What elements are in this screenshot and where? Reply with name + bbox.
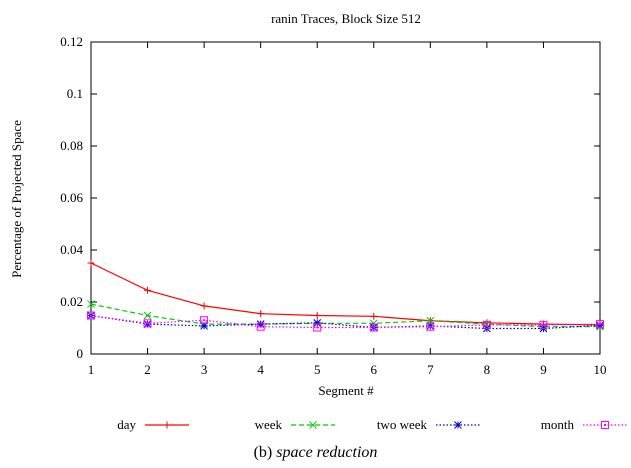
marker-stroke [426, 322, 435, 331]
legend: day week two week month [117, 417, 627, 432]
marker-stroke [604, 424, 606, 426]
data-point-week [87, 300, 95, 308]
plot-border [90, 41, 601, 355]
x-tick-label: 5 [314, 362, 321, 377]
marker-stroke [146, 322, 149, 325]
series-line-month [90, 314, 601, 329]
marker-stroke [485, 323, 488, 326]
data-point-month [143, 319, 152, 328]
data-point-month [369, 323, 378, 332]
marker-stroke [429, 325, 432, 328]
data-point-day [200, 302, 208, 310]
data-point-month [482, 320, 491, 329]
y-tick-label: 0.06 [60, 190, 83, 205]
figure-caption: (b) space reduction [0, 444, 631, 462]
data-point-day [257, 310, 265, 318]
y-tick-label: 0 [77, 346, 84, 361]
x-tick-label: 8 [484, 362, 491, 377]
y-tick-label: 0.08 [60, 138, 83, 153]
data-point-week [143, 311, 152, 320]
y-tick-label: 0.02 [60, 294, 83, 309]
data-point-day [87, 259, 95, 267]
marker-stroke [309, 421, 317, 429]
data-point-day [313, 312, 321, 320]
figure-caption-text: space reduction [276, 444, 378, 461]
x-axis-label: Segment # [318, 383, 374, 398]
marker-stroke [539, 320, 548, 329]
series-line-week [90, 303, 600, 328]
plot-area [90, 41, 601, 355]
marker-stroke [143, 319, 152, 328]
x-tick-label: 3 [201, 362, 208, 377]
data-point-month [313, 323, 322, 332]
data-point-day [370, 312, 378, 320]
marker-stroke [143, 311, 152, 320]
y-axis: 0 0.02 0.04 0.06 0.08 0.1 0.12 [60, 34, 600, 361]
marker-stroke [482, 320, 491, 329]
line-chart: ranin Traces, Block Size 512 0 0.02 0.04 0.… [9, 11, 627, 432]
marker-stroke [369, 323, 378, 332]
x-tick-label: 4 [257, 362, 264, 377]
marker-stroke [87, 300, 95, 308]
data-point-month [87, 311, 95, 320]
marker-stroke [596, 320, 604, 329]
marker-stroke [313, 323, 322, 332]
data-point-month [256, 322, 265, 331]
x-tick-label: 7 [427, 362, 434, 377]
marker-stroke [259, 325, 262, 328]
marker-stroke [256, 322, 265, 331]
data-point-day [144, 286, 152, 294]
marker-stroke [372, 326, 375, 329]
marker-stroke [200, 316, 209, 325]
marker-stroke [454, 421, 462, 429]
data-point-month [200, 316, 209, 325]
y-axis-label: Percentage of Projected Space [9, 120, 24, 278]
marker-stroke [599, 323, 601, 326]
marker-stroke [313, 318, 322, 327]
legend-marker-two-week [454, 421, 462, 429]
x-tick-label: 1 [88, 362, 95, 377]
chart-title: ranin Traces, Block Size 512 [271, 11, 421, 26]
marker-stroke [316, 326, 319, 329]
series-line-two-week [90, 314, 601, 330]
y-tick-label: 0.1 [67, 86, 83, 101]
series-line-day [90, 262, 601, 326]
data-point-month [426, 322, 435, 331]
data-point-two-week [313, 318, 322, 327]
x-tick-label: 6 [371, 362, 378, 377]
legend-marker-day [163, 421, 171, 429]
x-tick-label: 10 [594, 362, 607, 377]
data-point-month [596, 320, 604, 329]
y-tick-label: 0.04 [60, 242, 83, 257]
x-tick-label: 2 [144, 362, 151, 377]
marker-stroke [90, 314, 92, 317]
series-lines [87, 259, 604, 333]
marker-stroke [601, 421, 609, 429]
x-axis: 1 2 3 4 5 6 7 8 9 10 [88, 42, 607, 377]
x-tick-label: 9 [540, 362, 547, 377]
legend-label-month: month [541, 417, 575, 432]
legend-marker-week [309, 421, 317, 429]
marker-stroke [542, 323, 545, 326]
marker-stroke [203, 319, 206, 322]
marker-stroke [87, 311, 95, 320]
legend-label-week: week [255, 417, 283, 432]
legend-label-two-week: two week [377, 417, 428, 432]
legend-marker-month [601, 421, 609, 429]
figure-label: (b) [253, 444, 273, 461]
data-point-month [539, 320, 548, 329]
y-tick-label: 0.12 [60, 34, 83, 49]
legend-label-day: day [117, 417, 136, 432]
